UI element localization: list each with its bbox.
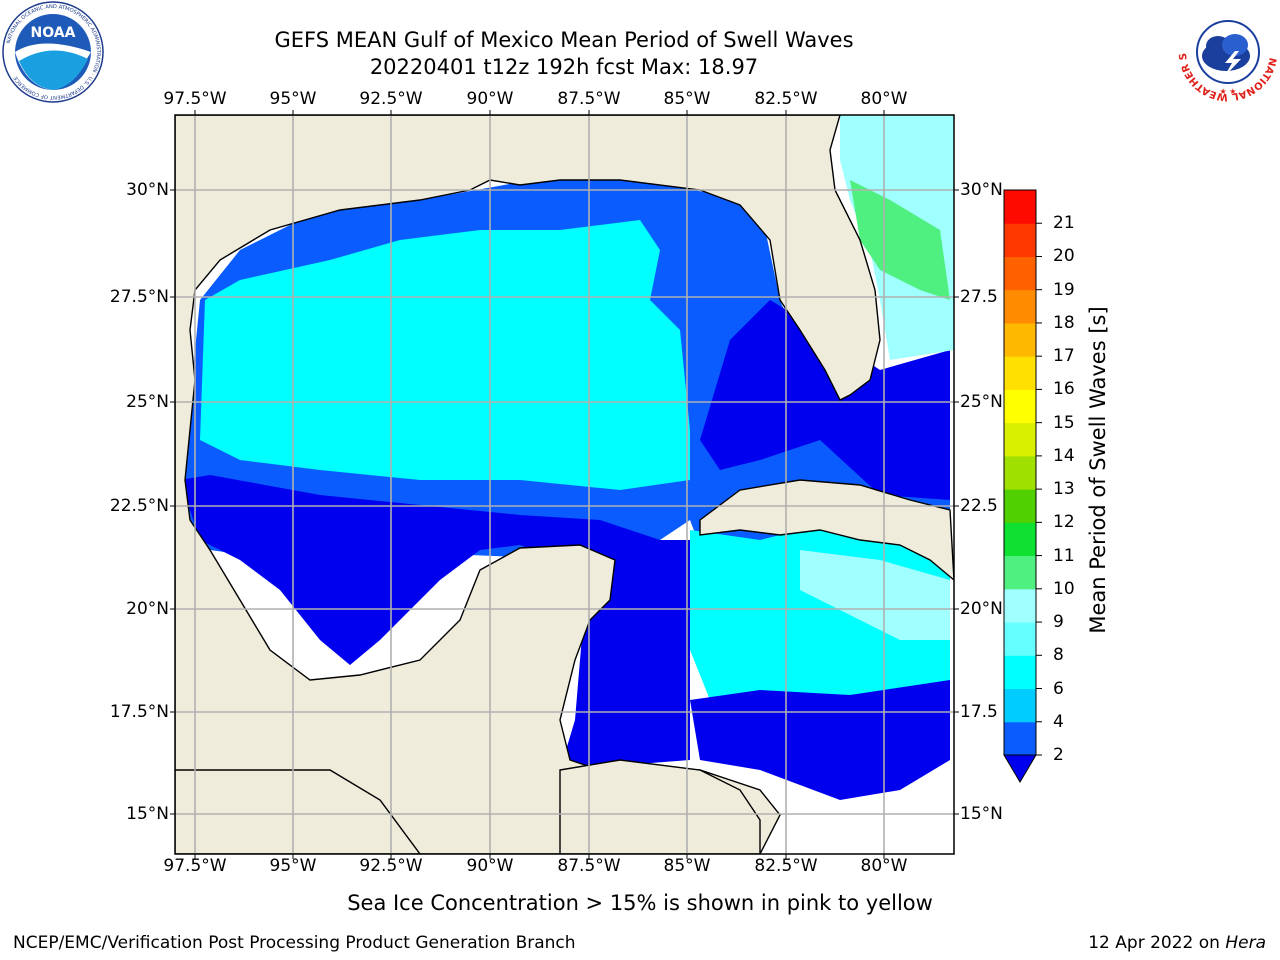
lon-tick-label: 92.5°W xyxy=(359,89,423,109)
map-tick-marks xyxy=(170,110,959,859)
colorbar-segment xyxy=(1004,655,1036,690)
sea-ice-note: Sea Ice Concentration > 15% is shown in … xyxy=(347,891,933,915)
colorbar xyxy=(1003,189,1042,783)
colorbar-tick-label: 21 xyxy=(1053,213,1075,234)
colorbar-frame xyxy=(1003,189,1037,756)
footer-org: NCEP/EMC/Verification Post Processing Pr… xyxy=(13,933,576,953)
lat-tick-label: 27.5°N xyxy=(109,287,169,307)
colorbar-tick-label: 4 xyxy=(1053,711,1064,732)
colorbar-label: Mean Period of Swell Waves [s] xyxy=(1086,306,1110,634)
noaa-logo-icon: NATIONAL OCEANIC AND ATMOSPHERIC ADMINIS… xyxy=(2,1,104,103)
land-central-america xyxy=(559,759,761,854)
lat-tick-label: 17.5 xyxy=(960,702,998,722)
map-frame xyxy=(174,114,955,855)
colorbar-segment xyxy=(1004,721,1036,756)
lon-tick-label: 82.5°W xyxy=(754,89,818,109)
footer-date: 12 Apr 2022 on Hera xyxy=(1088,933,1266,953)
lon-tick-label: 95°W xyxy=(269,856,317,876)
colorbar-segment xyxy=(1004,256,1036,291)
colorbar-segment xyxy=(1004,422,1036,457)
colorbar-tick-label: 14 xyxy=(1053,445,1075,466)
lon-tick-label: 80°W xyxy=(860,856,908,876)
footer-date-text: 12 Apr 2022 on xyxy=(1088,933,1226,953)
chart-subtitle: 20220401 t12z 192h fcst Max: 18.97 xyxy=(369,55,759,79)
colorbar-tick-label: 9 xyxy=(1053,612,1064,633)
lon-tick-label: 97.5°W xyxy=(163,856,227,876)
colorbar-tick-label: 12 xyxy=(1053,512,1075,533)
svg-text:★ ★: ★ ★ xyxy=(1220,87,1237,96)
lat-tick-label: 25°N xyxy=(126,392,169,412)
lat-tick-label: 22.5°N xyxy=(109,496,169,516)
lon-tick-label: 80°W xyxy=(860,89,908,109)
lon-tick-label: 87.5°W xyxy=(557,89,621,109)
lat-tick-label: 25°N xyxy=(960,392,1003,412)
colorbar-tick-label: 6 xyxy=(1053,678,1064,699)
lat-tick-label: 20°N xyxy=(960,599,1003,619)
lat-tick-label: 15°N xyxy=(960,804,1003,824)
lon-tick-label: 92.5°W xyxy=(359,856,423,876)
lon-tick-label: 85°W xyxy=(663,856,711,876)
colorbar-tick-label: 19 xyxy=(1053,279,1075,300)
land-north xyxy=(175,115,881,854)
lat-tick-label: 15°N xyxy=(126,804,169,824)
ocean-field-east-deep xyxy=(700,300,950,500)
colorbar-segment xyxy=(1004,588,1036,623)
chart-title: GEFS MEAN Gulf of Mexico Mean Period of … xyxy=(274,28,854,52)
noaa-logo-text: NOAA xyxy=(31,25,76,41)
colorbar-tick-label: 10 xyxy=(1053,578,1075,599)
colorbar-tick-label: 18 xyxy=(1053,312,1075,333)
colorbar-tick-label: 2 xyxy=(1053,745,1064,765)
ocean-field-caribbean-light xyxy=(800,550,950,640)
land-cuba xyxy=(699,479,954,581)
colorbar-segment xyxy=(1004,555,1036,590)
colorbar-segment xyxy=(1004,455,1036,490)
colorbar-segment xyxy=(1004,289,1036,324)
colorbar-tick-label: 20 xyxy=(1053,246,1075,267)
colorbar-tick-label: 17 xyxy=(1053,346,1075,367)
nws-logo-icon: NATIONAL WEATHER SERVICE ★ ★ xyxy=(1177,1,1278,102)
colorbar-segment xyxy=(1004,489,1036,523)
colorbar-segment xyxy=(1004,223,1036,257)
colorbar-segment xyxy=(1004,522,1036,557)
footer-host: Hera xyxy=(1225,933,1266,953)
colorbar-tick-label: 13 xyxy=(1053,479,1075,500)
lon-tick-label: 82.5°W xyxy=(754,856,818,876)
colorbar-segment xyxy=(1004,322,1036,357)
lon-tick-label: 85°W xyxy=(663,89,711,109)
colorbar-tick-label: 8 xyxy=(1053,645,1064,666)
lon-tick-label: 95°W xyxy=(269,89,317,109)
lat-tick-label: 20°N xyxy=(126,599,169,619)
ocean-field-atlantic-green xyxy=(850,180,950,300)
lat-tick-label: 30°N xyxy=(960,180,1003,200)
colorbar-segment xyxy=(1004,622,1036,656)
lon-tick-label: 90°W xyxy=(466,89,514,109)
lon-tick-label: 97.5°W xyxy=(163,89,227,109)
colorbar-extend-arrow xyxy=(1003,754,1037,783)
colorbar-tick-label: 11 xyxy=(1053,545,1075,566)
colorbar-tick-label: 15 xyxy=(1053,412,1075,433)
lat-tick-label: 27.5 xyxy=(960,287,998,307)
map-gridlines xyxy=(175,115,954,854)
colorbar-segment xyxy=(1004,356,1036,390)
ocean-field-caribbean-south xyxy=(690,680,950,800)
lat-tick-label: 22.5 xyxy=(960,496,998,516)
colorbar-segment xyxy=(1004,688,1036,723)
colorbar-segment xyxy=(1004,190,1036,224)
lat-tick-label: 30°N xyxy=(126,180,169,200)
colorbar-segment xyxy=(1004,389,1036,424)
lon-tick-label: 90°W xyxy=(466,856,514,876)
ocean-field-cyan-west xyxy=(200,220,690,490)
lat-tick-label: 17.5°N xyxy=(109,702,169,722)
lon-tick-label: 87.5°W xyxy=(557,856,621,876)
colorbar-tick-label: 16 xyxy=(1053,379,1075,400)
